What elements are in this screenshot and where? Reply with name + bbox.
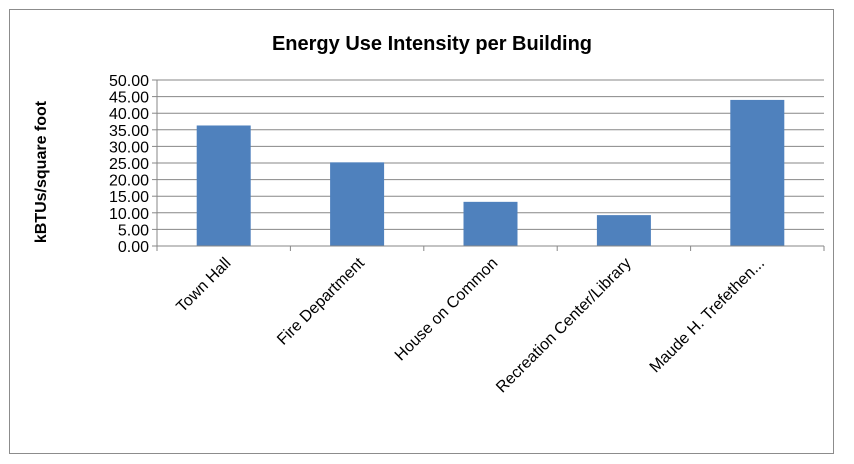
y-tick-label: 30.00 xyxy=(109,139,149,156)
x-tick-label: Town Hall xyxy=(173,255,234,316)
y-tick-label: 15.00 xyxy=(109,189,149,206)
y-tick-label: 45.00 xyxy=(109,90,149,107)
bars xyxy=(196,99,785,246)
x-tick-label: Fire Department xyxy=(274,254,368,348)
chart-area: Energy Use Intensity per Building kBTUs/… xyxy=(9,9,834,454)
axes xyxy=(152,79,825,251)
chart-title: Energy Use Intensity per Building xyxy=(272,33,592,55)
y-tick-label: 40.00 xyxy=(109,106,149,123)
y-tick-label: 0.00 xyxy=(118,239,149,256)
gridlines xyxy=(157,79,824,230)
bar xyxy=(596,215,651,246)
y-tick-label: 25.00 xyxy=(109,156,149,173)
y-tick-labels: 0.005.0010.0015.0020.0025.0030.0035.0040… xyxy=(109,73,149,256)
bar xyxy=(330,162,385,246)
y-tick-label: 10.00 xyxy=(109,206,149,223)
bar-chart: Energy Use Intensity per Building kBTUs/… xyxy=(33,33,825,396)
x-tick-labels: Town Hall Fire Department House on CommonR… xyxy=(173,254,768,396)
x-tick-label: House on Common xyxy=(392,255,501,364)
bar xyxy=(463,201,518,246)
y-tick-label: 50.00 xyxy=(109,73,149,90)
y-tick-label: 20.00 xyxy=(109,173,149,190)
bar xyxy=(730,99,785,246)
bar xyxy=(196,125,251,246)
x-tick-label: Maude H. Trefethen... xyxy=(647,255,768,376)
y-tick-label: 35.00 xyxy=(109,123,149,140)
x-tick-label: Recreation Center/Library xyxy=(493,255,635,397)
y-tick-label: 5.00 xyxy=(118,222,149,239)
y-axis-label: kBTUs/square foot xyxy=(33,100,50,243)
